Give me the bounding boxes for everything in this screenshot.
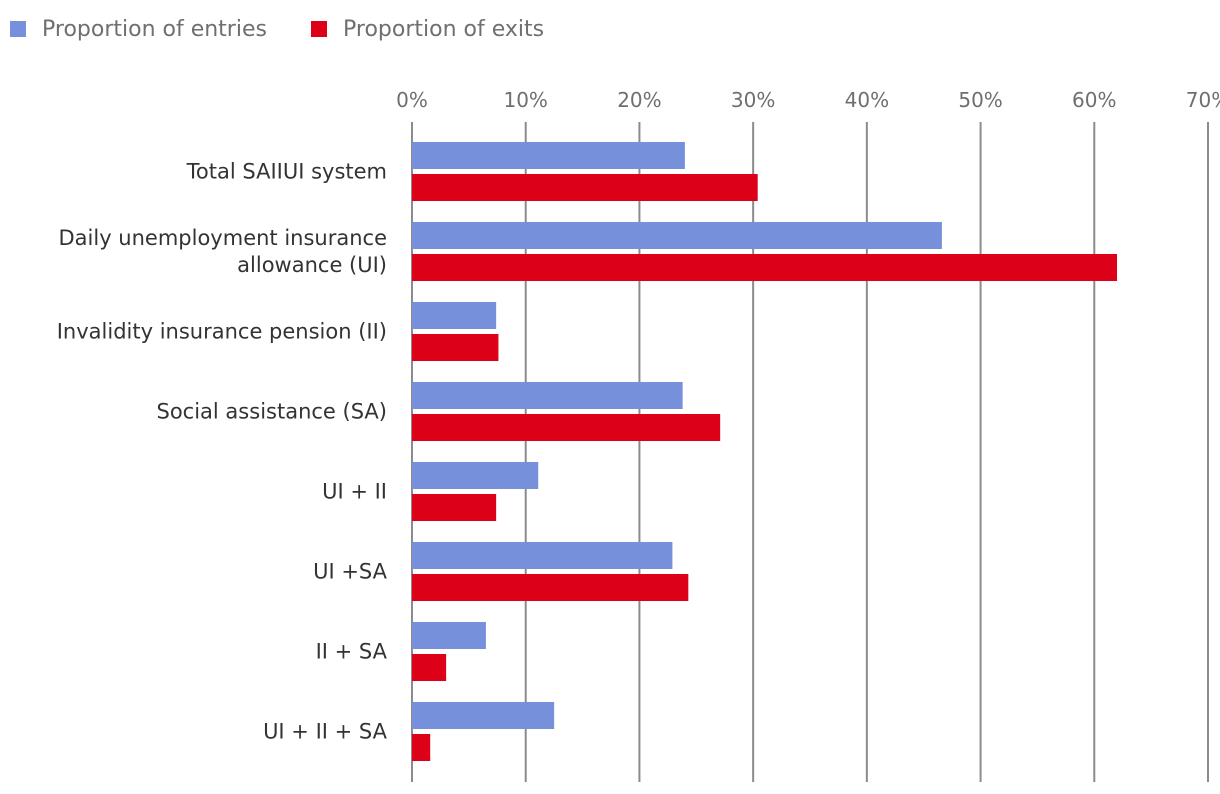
- bar-entries: [412, 382, 683, 409]
- x-tick-label: 20%: [617, 88, 661, 112]
- bar-exits: [412, 654, 447, 681]
- bar-exits: [412, 254, 1118, 281]
- x-tick-label: 0%: [396, 88, 428, 112]
- category-label: UI + II + SA: [263, 720, 388, 744]
- legend-swatch: [311, 21, 327, 37]
- category-label: UI +SA: [313, 560, 388, 584]
- x-tick-label: 70%: [1186, 88, 1220, 112]
- x-tick-label: 40%: [845, 88, 889, 112]
- bar-entries: [412, 542, 673, 569]
- bar-exits: [412, 414, 721, 441]
- bar-exits: [412, 494, 497, 521]
- bar-exits: [412, 334, 499, 361]
- bar-entries: [412, 462, 539, 489]
- x-tick-label: 30%: [731, 88, 775, 112]
- bar-exits: [412, 574, 689, 601]
- category-label: Daily unemployment insurance allowance (U…: [58, 226, 387, 277]
- legend-swatch: [10, 21, 26, 37]
- x-tick-label: 10%: [503, 88, 547, 112]
- bar-entries: [412, 222, 942, 249]
- category-label: UI + II: [322, 480, 387, 504]
- x-tick-label: 60%: [1072, 88, 1116, 112]
- x-tick-label: 50%: [958, 88, 1002, 112]
- bar-entries: [412, 622, 486, 649]
- category-label: II + SA: [316, 640, 388, 664]
- bar-entries: [412, 702, 555, 729]
- category-label: Total SAIIUI system: [186, 160, 387, 184]
- legend-label: Proportion of exits: [343, 17, 544, 42]
- bar-entries: [412, 142, 685, 169]
- category-label: Social assistance (SA): [157, 400, 388, 424]
- category-label: Invalidity insurance pension (II): [57, 320, 387, 344]
- bar-exits: [412, 174, 758, 201]
- bar-entries: [412, 302, 497, 329]
- bar-exits: [412, 734, 431, 761]
- legend-label: Proportion of entries: [42, 17, 267, 42]
